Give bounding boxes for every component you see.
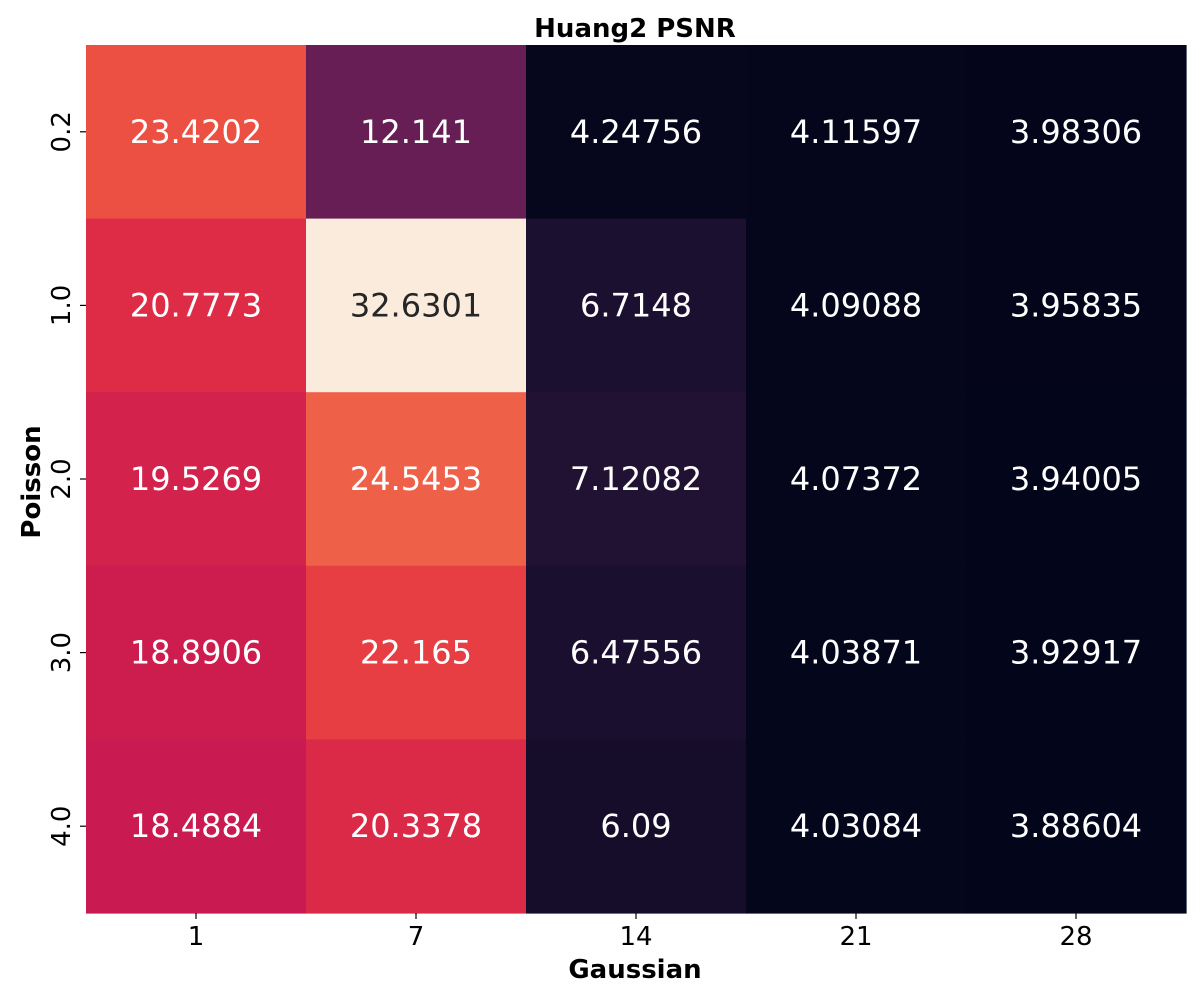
cell-value-label: 4.03084 xyxy=(790,807,922,845)
cell-value-label: 18.8906 xyxy=(130,634,262,672)
heatmap-cell xyxy=(746,565,967,740)
x-tick-label: 21 xyxy=(839,922,872,952)
heatmap-cell xyxy=(746,45,967,220)
heatmap-cell xyxy=(86,45,307,220)
heatmap-cell xyxy=(746,739,967,914)
y-tick-label: 2.0 xyxy=(47,458,77,499)
heatmap-cell xyxy=(306,45,527,220)
x-axis-label: Gaussian xyxy=(568,955,701,985)
cell-value-label: 4.24756 xyxy=(570,113,702,151)
heatmap-cell xyxy=(526,739,747,914)
heatmap-cell xyxy=(526,45,747,220)
heatmap-cell xyxy=(966,565,1187,740)
heatmap-cell xyxy=(306,392,527,567)
y-tick-label: 1.0 xyxy=(47,285,77,326)
cell-value-label: 3.92917 xyxy=(1010,634,1142,672)
cell-value-label: 4.11597 xyxy=(790,113,922,151)
cell-value-label: 3.94005 xyxy=(1010,460,1142,498)
heatmap-cell xyxy=(526,392,747,567)
heatmap-cell xyxy=(966,218,1187,393)
x-tick-label: 28 xyxy=(1059,922,1092,952)
cell-value-label: 12.141 xyxy=(360,113,472,151)
cell-value-label: 24.5453 xyxy=(350,460,482,498)
x-axis-ticks: 1 7 14 21 28 xyxy=(188,913,1093,952)
cell-value-label: 4.03871 xyxy=(790,634,922,672)
y-tick-label: 4.0 xyxy=(47,806,77,847)
heatmap-cell xyxy=(306,565,527,740)
heatmap-cell xyxy=(86,565,307,740)
heatmap-cell xyxy=(526,218,747,393)
cell-value-label: 32.6301 xyxy=(350,286,482,324)
cell-value-label: 18.4884 xyxy=(130,807,262,845)
heatmap-cell xyxy=(306,739,527,914)
cell-value-label: 3.95835 xyxy=(1010,286,1142,324)
cell-value-label: 4.07372 xyxy=(790,460,922,498)
y-axis-label: Poisson xyxy=(17,425,47,538)
heatmap-cell xyxy=(746,218,967,393)
x-tick-label: 7 xyxy=(408,922,425,952)
cell-value-label: 19.5269 xyxy=(130,460,262,498)
y-tick-label: 0.2 xyxy=(47,111,77,152)
heatmap-cell xyxy=(966,45,1187,220)
heatmap-cell xyxy=(746,392,967,567)
cell-value-label: 6.09 xyxy=(600,807,671,845)
y-tick-label: 3.0 xyxy=(47,632,77,673)
cell-value-label: 3.98306 xyxy=(1010,113,1142,151)
heatmap-cell xyxy=(526,565,747,740)
heatmap-cell xyxy=(306,218,527,393)
heatmap-cell xyxy=(966,739,1187,914)
cell-value-label: 6.7148 xyxy=(580,286,692,324)
heatmap-cell xyxy=(966,392,1187,567)
heatmap-cell xyxy=(86,739,307,914)
cell-value-label: 23.4202 xyxy=(130,113,262,151)
cell-value-label: 4.09088 xyxy=(790,286,922,324)
heatmap-cell xyxy=(86,218,307,393)
cell-value-label: 6.47556 xyxy=(570,634,702,672)
chart-title: Huang2 PSNR xyxy=(534,14,736,44)
heatmap-cells xyxy=(86,45,1187,914)
cell-value-label: 7.12082 xyxy=(570,460,702,498)
x-tick-label: 1 xyxy=(188,922,205,952)
cell-value-label: 20.7773 xyxy=(130,286,262,324)
y-axis-ticks: 0.2 1.0 2.0 3.0 4.0 xyxy=(47,111,86,847)
cell-value-label: 22.165 xyxy=(360,634,472,672)
heatmap-cell-labels: 23.4202 12.141 4.24756 4.11597 3.98306 20.777… xyxy=(130,113,1142,845)
cell-value-label: 3.88604 xyxy=(1010,807,1142,845)
x-tick-label: 14 xyxy=(619,922,652,952)
cell-value-label: 20.3378 xyxy=(350,807,482,845)
heatmap-cell xyxy=(86,392,307,567)
